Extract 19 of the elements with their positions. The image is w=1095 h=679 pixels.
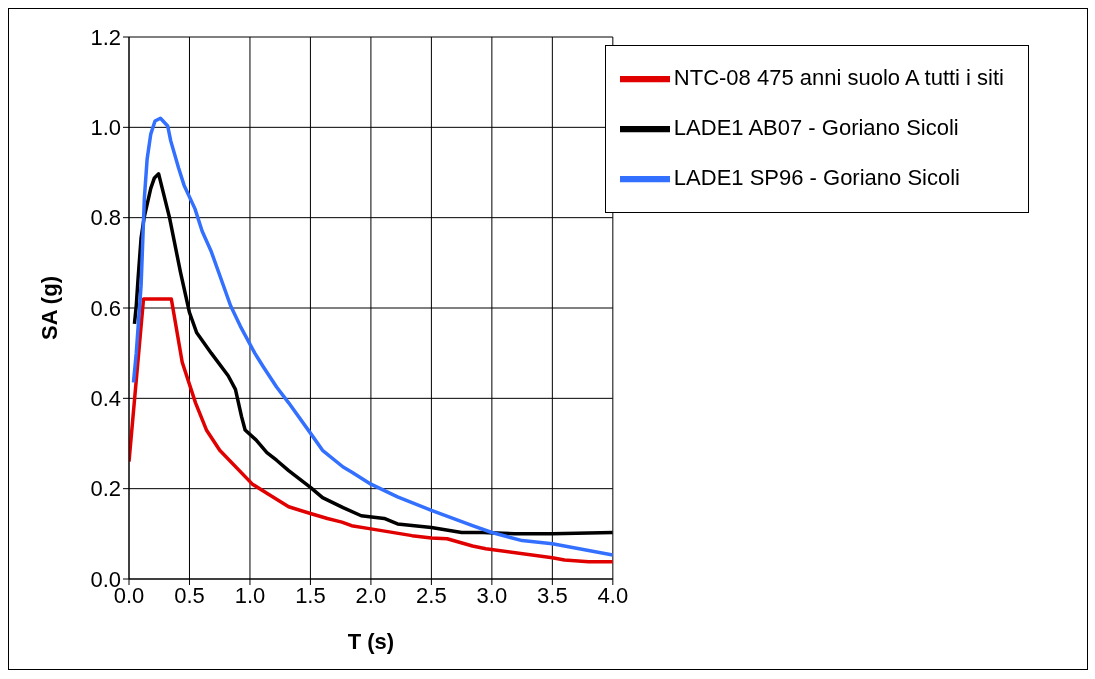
y-tick-label: 0.8 bbox=[90, 205, 121, 231]
x-tick-label: 3.0 bbox=[476, 582, 508, 608]
y-tick-label: 0.6 bbox=[90, 295, 121, 321]
x-tick-label: 1.5 bbox=[295, 582, 326, 608]
y-tick-label: 0.4 bbox=[90, 386, 121, 412]
legend-label: NTC-08 475 anni suolo A tutti i siti bbox=[673, 64, 1004, 90]
x-tick-label: 4.0 bbox=[597, 582, 629, 608]
legend-label: LADE1 SP96 - Goriano Sicoli bbox=[673, 164, 960, 190]
y-axis-title: SA (g) bbox=[36, 276, 62, 340]
x-tick-label: 2.5 bbox=[416, 582, 447, 608]
x-tick-label: 1.0 bbox=[234, 582, 266, 608]
x-axis-title: T (s) bbox=[347, 629, 395, 654]
x-tick-label: 3.5 bbox=[537, 582, 568, 608]
x-tick-label: 2.0 bbox=[355, 582, 387, 608]
legend-label: LADE1 AB07 - Goriano Sicoli bbox=[673, 114, 959, 140]
y-tick-label: 1.2 bbox=[90, 24, 121, 50]
y-tick-label: 1.0 bbox=[90, 115, 121, 141]
y-tick-label: 0.2 bbox=[90, 476, 121, 502]
x-tick-label: 0.5 bbox=[174, 582, 205, 608]
